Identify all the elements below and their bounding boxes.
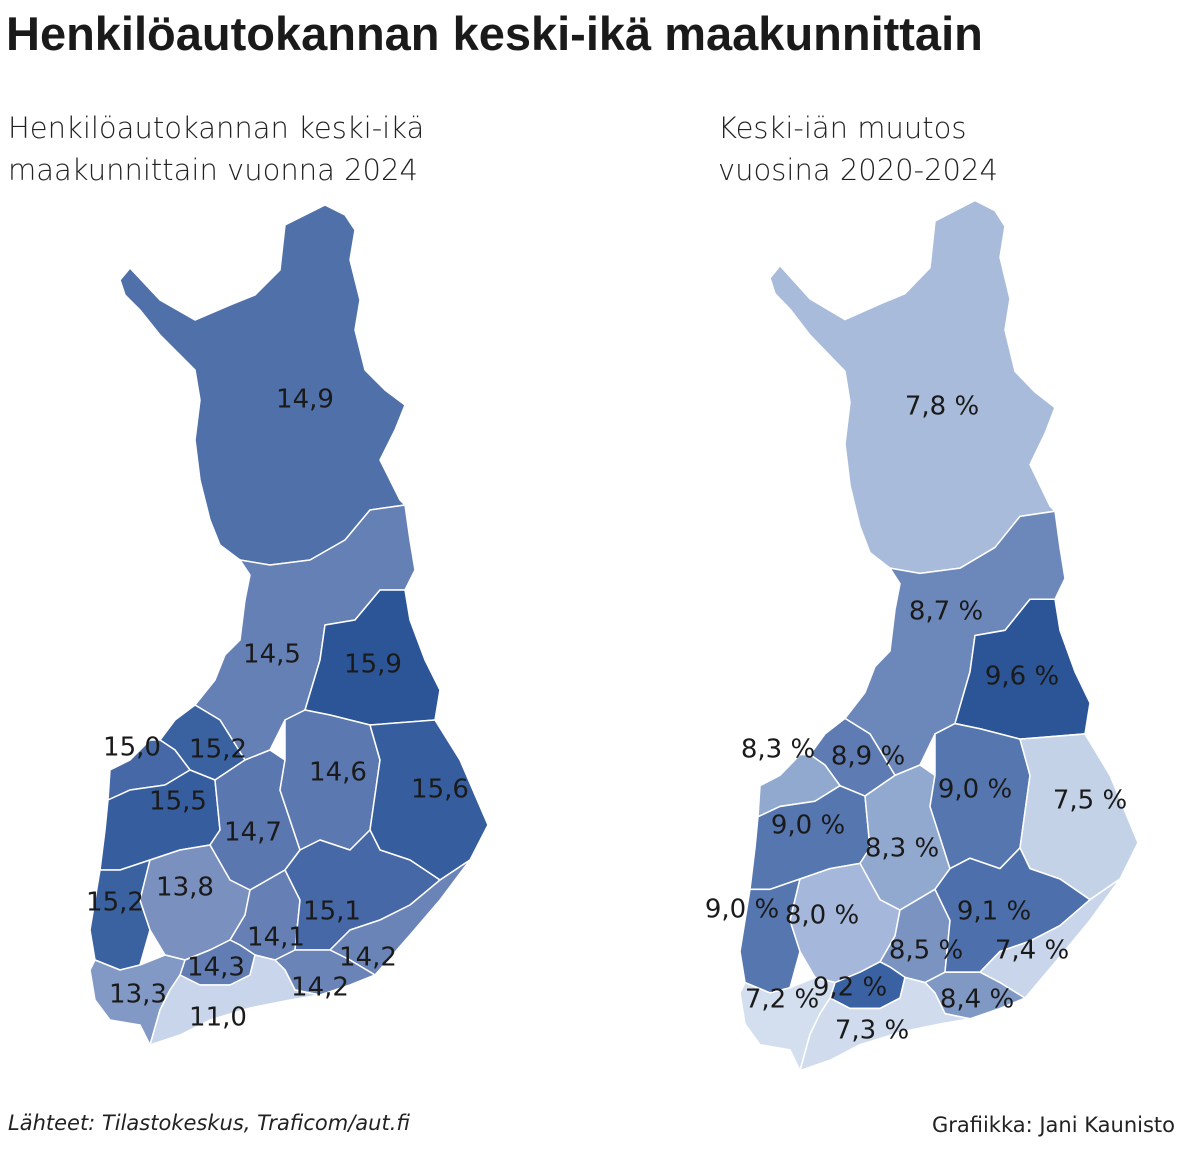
region-label: 9,1 % (957, 897, 1031, 927)
region (119, 204, 406, 566)
region-label: 8,3 % (741, 735, 815, 765)
region-label: 15,0 (103, 733, 161, 763)
region (799, 976, 971, 1072)
region-label: 14,9 (276, 385, 334, 415)
region-label: 8,5 % (889, 936, 963, 966)
region-label: 9,0 % (938, 775, 1012, 805)
region-label: 8,9 % (831, 742, 905, 772)
region-label: 15,1 (303, 897, 361, 927)
region-label: 14,1 (247, 923, 305, 953)
region-label: 15,5 (149, 787, 207, 817)
region-label: 8,0 % (785, 901, 859, 931)
region-label: 15,9 (344, 650, 402, 680)
region-label: 11,0 (189, 1003, 247, 1033)
region-label: 8,4 % (940, 985, 1014, 1015)
region-label: 8,3 % (865, 834, 939, 864)
region-label: 7,2 % (745, 985, 819, 1015)
region-label: 9,0 % (705, 895, 779, 925)
map-subtitle: Keski-iän muutos (718, 111, 967, 145)
region-label: 13,3 (109, 980, 167, 1010)
region-label: 14,2 (339, 943, 397, 973)
region-label: 14,5 (243, 640, 301, 670)
sources: Lähteet: Tilastokeskus, Traficom/aut.fi (8, 1111, 410, 1135)
region-label: 7,3 % (835, 1016, 909, 1046)
region-label: 15,2 (86, 888, 144, 918)
region-label: 14,2 (291, 973, 349, 1003)
credit: Grafiikka: Jani Kaunisto (932, 1113, 1175, 1137)
map-subtitle: Henkilöautokannan keski-ikä (8, 111, 424, 145)
map-subtitle: vuosina 2020-2024 (718, 153, 998, 187)
region-label: 15,2 (189, 735, 247, 765)
region-label: 7,5 % (1053, 786, 1127, 816)
region-label: 14,3 (187, 953, 245, 983)
region-label: 7,4 % (995, 936, 1069, 966)
region-label: 15,6 (411, 775, 469, 805)
labels: 14,9 14,5 15,9 15,2 15,0 15,5 14,7 14,6 15,6 15,2… (86, 385, 1127, 1046)
map-subtitle: maakunnittain vuonna 2024 (8, 153, 418, 187)
title: Henkilöautokannan keski-ikä maakunnittai… (6, 7, 983, 60)
region-label: 14,7 (224, 818, 282, 848)
region-label: 9,0 % (771, 811, 845, 841)
region-label: 7,8 % (905, 392, 979, 422)
region-label: 9,2 % (813, 973, 887, 1003)
region-label: 14,6 (309, 758, 367, 788)
region-label: 8,7 % (909, 597, 983, 627)
map (739, 199, 1139, 1072)
region (149, 954, 321, 1046)
region-label: 13,8 (156, 873, 214, 903)
region (769, 199, 1056, 575)
map (89, 204, 489, 1046)
region-label: 9,6 % (985, 662, 1059, 692)
